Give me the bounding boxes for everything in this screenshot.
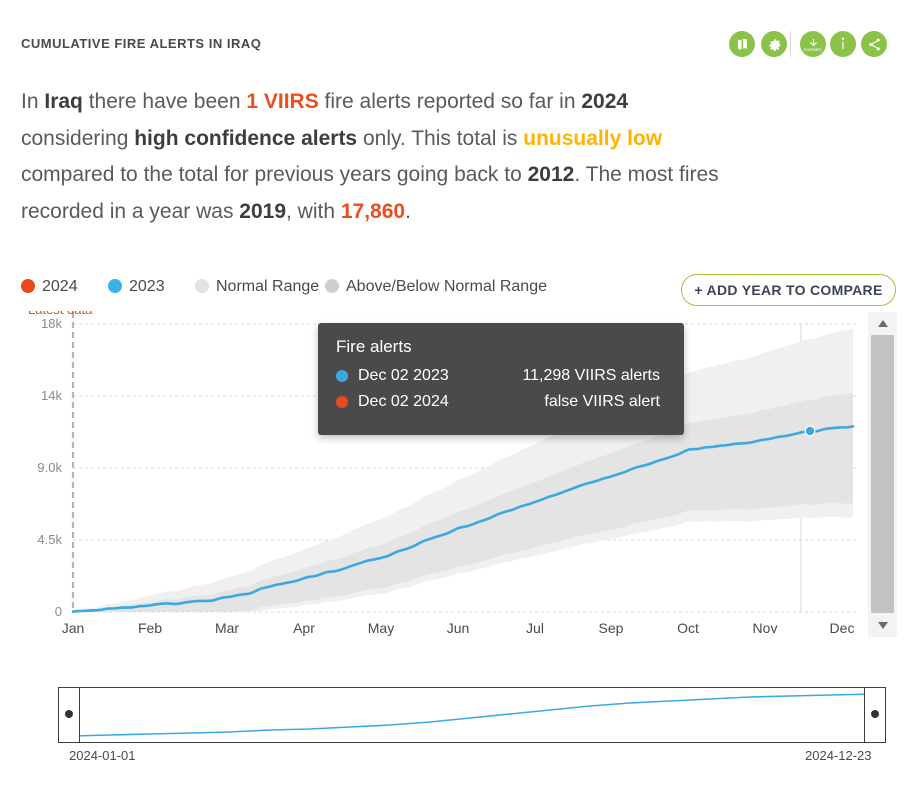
svg-text:Latest data: Latest data (28, 302, 93, 317)
svg-text:18k: 18k (41, 316, 62, 331)
svg-text:14k: 14k (41, 388, 62, 403)
svg-text:Mar: Mar (215, 620, 239, 636)
svg-text:Jun: Jun (447, 620, 470, 636)
svg-text:9.0k: 9.0k (37, 460, 62, 475)
svg-text:May: May (368, 620, 394, 636)
svg-text:Oct: Oct (677, 620, 699, 636)
svg-text:Sep: Sep (599, 620, 624, 636)
svg-text:Nov: Nov (753, 620, 778, 636)
svg-text:4.5k: 4.5k (37, 532, 62, 547)
svg-text:0: 0 (55, 604, 62, 619)
svg-text:Feb: Feb (138, 620, 162, 636)
svg-text:Jan: Jan (62, 620, 85, 636)
svg-text:Jul: Jul (526, 620, 544, 636)
svg-text:Dec: Dec (830, 620, 855, 636)
svg-text:Apr: Apr (293, 620, 315, 636)
